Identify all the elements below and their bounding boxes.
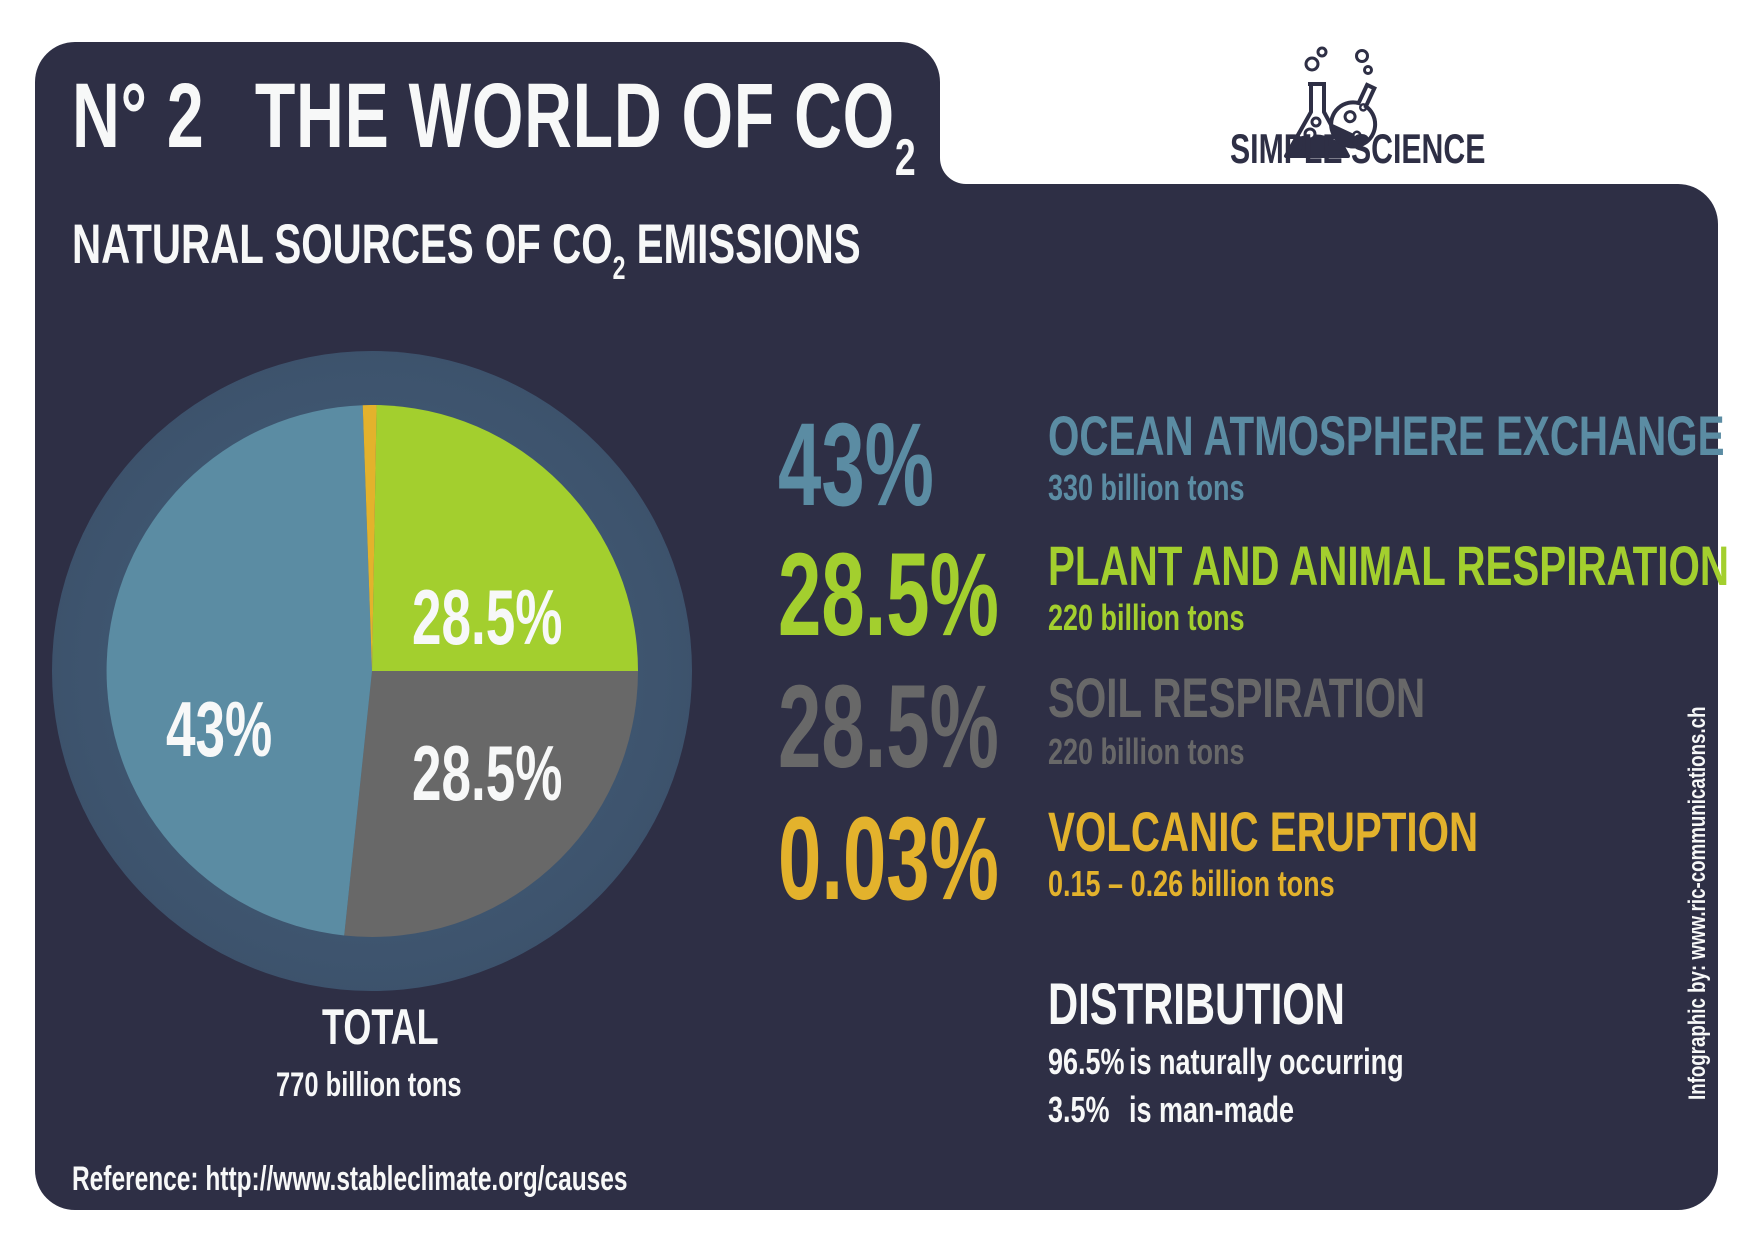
distribution-title: DISTRIBUTION (1048, 972, 1345, 1037)
stat-name-ocean: OCEAN ATMOSPHERE EXCHANGE (1048, 404, 1725, 467)
page-title: N° 2 THE WORLD OF CO2 (72, 70, 916, 184)
total-label: TOTAL (322, 999, 439, 1055)
stat-amount-volcanic: 0.15 – 0.26 billion tons (1048, 863, 1335, 904)
slice-ocean (106, 405, 372, 936)
reference-link[interactable]: Reference: http://www.stableclimate.org/… (72, 1160, 628, 1198)
slice-plant (372, 405, 638, 671)
stat-pct-soil: 28.5% (778, 661, 999, 793)
distribution-text: is man-made (1129, 1089, 1295, 1130)
pie-label-soil: 28.5% (412, 729, 563, 817)
credit-text: Infographic by: www.ric-communications.c… (1684, 706, 1711, 1100)
flasks-icon (1284, 46, 1378, 158)
slice-volcanic (362, 405, 377, 671)
stat-pct-ocean: 43% (778, 399, 934, 531)
distribution-row-manmade: 3.5% is man-made (1048, 1092, 1294, 1128)
stat-amount-soil: 220 billion tons (1048, 731, 1245, 772)
total-value: 770 billion tons (276, 1066, 462, 1104)
subtitle-text: NATURAL SOURCES OF CO (72, 212, 613, 275)
stat-name-volcanic: VOLCANIC ERUPTION (1048, 800, 1479, 863)
pie-chart (106, 405, 638, 937)
stat-name-plant: PLANT AND ANIMAL RESPIRATION (1048, 534, 1729, 597)
subtitle-subscript: 2 (612, 250, 626, 286)
distribution-pct: 96.5% (1048, 1041, 1125, 1082)
slice-soil (344, 671, 638, 937)
distribution-pct: 3.5% (1048, 1089, 1110, 1130)
stat-amount-ocean: 330 billion tons (1048, 467, 1245, 508)
stat-pct-plant: 28.5% (778, 529, 999, 661)
pie-label-plant: 28.5% (412, 573, 563, 661)
issue-number: N° 2 (72, 65, 205, 167)
distribution-row-natural: 96.5% is naturally occurring (1048, 1044, 1404, 1080)
stat-amount-plant: 220 billion tons (1048, 597, 1245, 638)
section-subtitle: NATURAL SOURCES OF CO2 EMISSIONS (72, 216, 861, 285)
logo-text: SIMPLE SCIENCE (1230, 125, 1486, 172)
stat-name-soil: SOIL RESPIRATION (1048, 666, 1426, 729)
stat-pct-volcanic: 0.03% (778, 793, 999, 925)
title-subscript: 2 (894, 129, 917, 187)
pie-label-ocean: 43% (166, 685, 273, 773)
title-text: THE WORLD OF CO (254, 65, 895, 167)
subtitle-end: EMISSIONS (625, 212, 861, 275)
distribution-text: is naturally occurring (1129, 1041, 1404, 1082)
